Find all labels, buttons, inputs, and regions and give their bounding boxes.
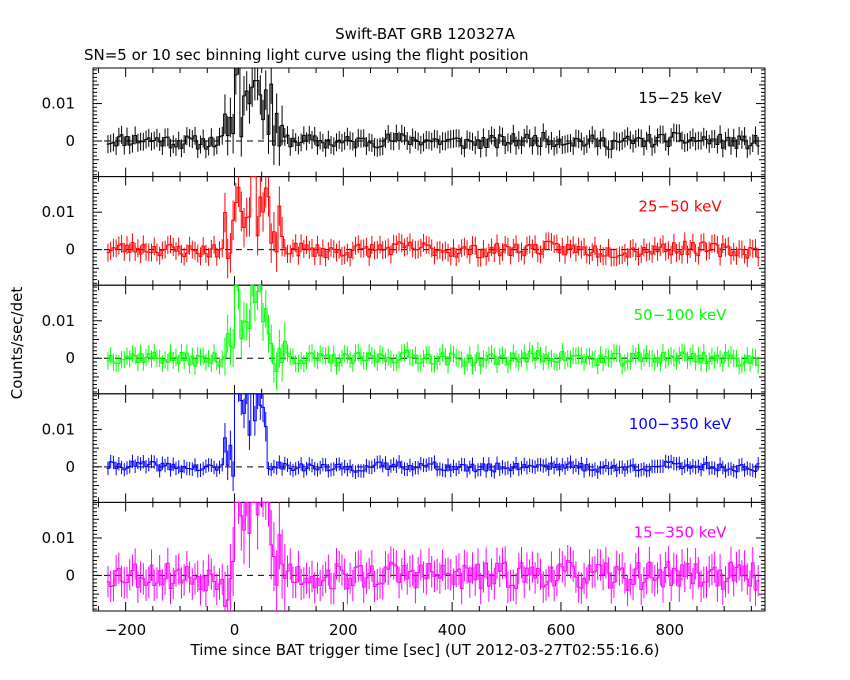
- series-line: [106, 284, 760, 372]
- y-tick-label: 0.01: [42, 95, 75, 113]
- y-tick-label: 0: [65, 458, 75, 476]
- y-tick-label: 0: [65, 566, 75, 584]
- x-tick-label: 600: [547, 621, 576, 639]
- y-tick-label: 0.01: [42, 529, 75, 547]
- x-tick-label: 200: [329, 621, 358, 639]
- error-bars: [107, 502, 759, 611]
- series-label: 15−25 keV: [638, 89, 722, 107]
- panels-group: 0 0.01 15−25 keV 0 0.01 25−50 keV 0 0.01 50−100 …: [42, 67, 766, 639]
- chart-subtitle: SN=5 or 10 sec binning light curve using…: [84, 46, 529, 64]
- panel-2: 0 0.01 25−50 keV: [42, 176, 766, 286]
- panel-frame: [92, 284, 766, 395]
- series-line: [106, 176, 760, 260]
- x-tick-label: 400: [438, 621, 467, 639]
- panel-4: 0 0.01 100−350 keV: [42, 393, 766, 503]
- y-axis-label: Counts/sec/det: [8, 287, 26, 400]
- panel-3: 0 0.01 50−100 keV: [42, 284, 766, 395]
- x-tick-label: −200: [105, 621, 146, 639]
- x-tick-label: 0: [230, 621, 240, 639]
- series-label: 15−350 keV: [634, 523, 727, 541]
- series-line: [106, 393, 760, 477]
- series-label: 100−350 keV: [629, 415, 732, 433]
- x-tick-label: 800: [655, 621, 684, 639]
- y-tick-label: 0: [65, 132, 75, 150]
- series-label: 50−100 keV: [634, 306, 727, 324]
- y-tick-label: 0: [65, 241, 75, 259]
- y-tick-label: 0: [65, 349, 75, 367]
- panel-5: 0 0.01 15−350 keV: [42, 501, 766, 612]
- panel-1: 0 0.01 15−25 keV: [42, 67, 766, 178]
- x-axis-label: Time since BAT trigger time [sec] (UT 20…: [190, 641, 660, 659]
- error-bars: [107, 393, 759, 491]
- y-tick-label: 0.01: [42, 203, 75, 221]
- panel-frame: [92, 67, 766, 178]
- series-label: 25−50 keV: [638, 198, 722, 216]
- chart-title: Swift-BAT GRB 120327A: [335, 25, 515, 43]
- error-bars: [107, 285, 759, 391]
- series-line: [106, 501, 760, 607]
- series-line: [106, 67, 760, 150]
- panel-frame: [92, 393, 766, 503]
- error-bars: [107, 68, 759, 166]
- y-tick-label: 0.01: [42, 312, 75, 330]
- error-bars: [107, 176, 759, 279]
- panel-frame: [92, 176, 766, 286]
- y-tick-label: 0.01: [42, 420, 75, 438]
